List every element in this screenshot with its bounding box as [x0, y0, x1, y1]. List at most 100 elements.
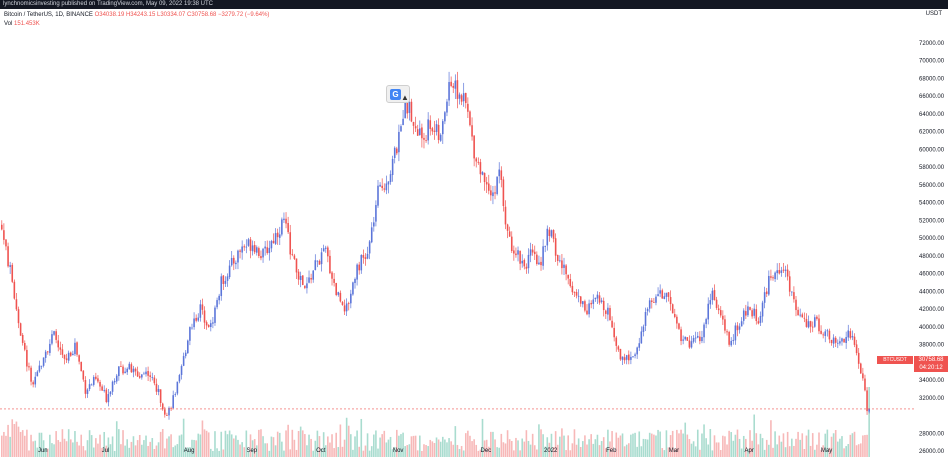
volume-bar: [228, 430, 231, 457]
volume-bar: [19, 431, 22, 457]
candle-body: [864, 378, 866, 391]
candle: [600, 297, 603, 304]
price-tick-label: 34000.00: [919, 378, 945, 384]
candle: [423, 132, 425, 149]
volume-bar: [692, 441, 695, 457]
candle: [30, 365, 32, 386]
candle: [293, 253, 296, 261]
candle: [429, 115, 432, 136]
candle-body: [611, 320, 613, 328]
candle: [389, 170, 392, 185]
candle-body: [391, 158, 394, 176]
candle-body: [393, 147, 396, 158]
candle-body: [471, 125, 473, 137]
candle: [255, 245, 258, 256]
candle: [441, 119, 444, 144]
volume-bar: [51, 443, 53, 457]
candle: [262, 247, 264, 263]
candle-body: [247, 239, 250, 246]
candle-body: [680, 329, 682, 342]
candle: [676, 314, 678, 329]
candle-body: [868, 408, 870, 412]
price-tick-label: 60000.00: [919, 147, 945, 153]
candle-body: [237, 250, 239, 263]
volume-bar: [795, 438, 797, 457]
candle: [287, 216, 289, 234]
candle-body: [210, 323, 212, 328]
candle: [809, 320, 812, 333]
candle-body: [569, 278, 572, 287]
volume-bar: [207, 432, 210, 457]
candle: [239, 249, 241, 259]
volume-bar: [74, 431, 76, 457]
candle-body: [63, 354, 66, 359]
volume-bar: [97, 443, 99, 457]
candle: [237, 249, 239, 270]
volume-bar: [189, 447, 191, 457]
candle-body: [818, 318, 820, 332]
volume-bar: [837, 441, 839, 457]
volume-bar: [479, 449, 482, 457]
candle-body: [308, 277, 310, 283]
candle-body: [538, 262, 540, 265]
volume-bar: [170, 434, 172, 457]
candle-body: [632, 356, 634, 358]
volume-bar: [356, 430, 358, 457]
volume-bar: [103, 431, 106, 457]
volume-bar: [218, 450, 220, 457]
candle-body: [249, 239, 252, 251]
volume-bar: [32, 441, 34, 457]
candle-body: [830, 339, 833, 344]
candle-body: [235, 262, 237, 265]
candle-body: [425, 140, 427, 141]
candle: [212, 317, 214, 329]
candle-body: [368, 241, 371, 254]
candle-body: [105, 389, 108, 403]
candle-body: [506, 224, 509, 231]
candle: [707, 297, 710, 325]
candle: [203, 306, 206, 330]
candle-body: [266, 247, 269, 254]
candle: [736, 322, 739, 337]
candle-body: [193, 318, 195, 328]
volume-bar: [53, 444, 55, 457]
candle: [757, 317, 760, 325]
candle-body: [696, 335, 699, 338]
candle: [164, 406, 166, 418]
candle-body: [293, 255, 296, 259]
candle: [9, 261, 11, 274]
volume-bar: [341, 446, 344, 457]
volume-bar: [515, 437, 517, 457]
google-translate-button[interactable]: G ▲: [386, 85, 410, 103]
candle: [402, 110, 404, 126]
candle: [281, 217, 283, 237]
candle-body: [759, 315, 762, 323]
time-tick-label: Aug: [184, 448, 195, 454]
candle: [230, 251, 233, 267]
candle: [314, 254, 317, 271]
candle-body: [853, 336, 856, 345]
candle: [686, 337, 689, 341]
volume-bar: [268, 450, 271, 457]
candle: [28, 362, 30, 371]
candle-body: [5, 239, 7, 247]
volume-bar: [759, 433, 762, 457]
candle-body: [602, 300, 605, 311]
candle: [291, 249, 294, 257]
candle: [176, 381, 179, 396]
volume-bar: [251, 440, 254, 457]
volume-bar: [533, 445, 536, 457]
candle-body: [686, 337, 689, 341]
candle-body: [414, 126, 417, 129]
candle-body: [820, 330, 822, 334]
volume-bar: [406, 445, 409, 457]
candle: [688, 335, 691, 349]
volume-bar: [653, 434, 655, 457]
candle: [477, 157, 480, 165]
volume-bar: [400, 434, 402, 457]
candle-body: [107, 394, 110, 403]
candle-body: [582, 301, 584, 305]
candle: [42, 357, 45, 368]
volume-bar: [592, 443, 595, 457]
